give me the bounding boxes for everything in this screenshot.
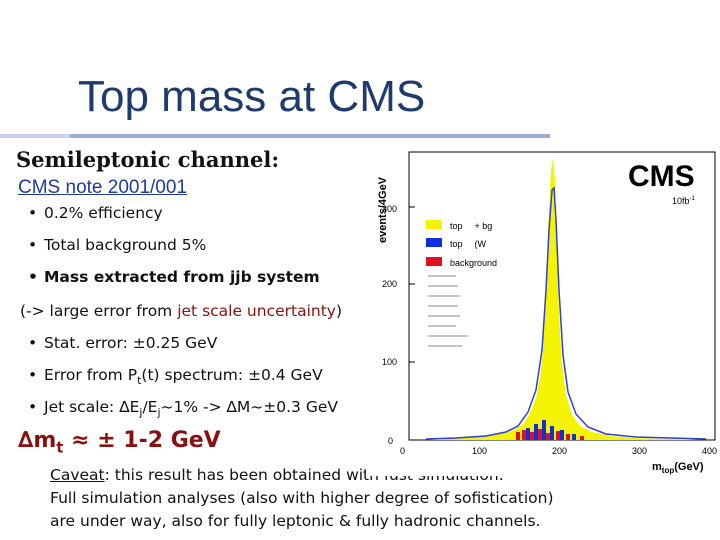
x-tick-100: 100 [472, 446, 487, 456]
legend-swatch-background [426, 257, 442, 266]
legend-swatch-signal-bg [426, 220, 442, 229]
caveat-line-2: Full simulation analyses (also with high… [50, 489, 554, 507]
bullet-pt-error: • Error from Pt(t) spectrum: ±0.4 GeV [28, 366, 323, 388]
title-rule [70, 134, 550, 138]
slide-title: Top mass at CMS [78, 72, 426, 121]
caveat-line-3: are under way, also for fully leptonic &… [50, 512, 541, 530]
bullet-efficiency: • 0.2% efficiency [28, 204, 163, 222]
wrong-combination-bars [526, 420, 576, 440]
fit-curve [425, 186, 707, 440]
bullet-mass-extraction: • Mass extracted from jjb system [28, 268, 320, 286]
y-tick-200: 200 [382, 279, 397, 289]
jet-scale-note: (-> large error from jet scale uncertain… [20, 302, 343, 320]
x-tick-200: 200 [552, 446, 567, 456]
background-bars [516, 429, 584, 440]
bullet-background: • Total background 5% [28, 236, 207, 254]
luminosity-label: 10fb-1 [672, 196, 696, 206]
y-tick-0: 0 [388, 436, 393, 446]
legend-swatch-wrong-comb [426, 238, 442, 247]
x-tick-0: 0 [400, 446, 405, 456]
bullet-jet-scale: • Jet scale: ∆Ej/Ej~1% -> ∆M~±0.3 GeV [28, 398, 338, 420]
y-tick-100: 100 [382, 357, 397, 367]
title-rule-left [0, 134, 72, 138]
cms-logo: CMS [628, 160, 695, 193]
section-heading: Semileptonic channel: [16, 147, 280, 172]
x-tick-300: 300 [632, 446, 647, 456]
y-axis-label: events/4GeV [377, 176, 389, 243]
x-axis-label: mtop(GeV) [652, 461, 704, 475]
top-mass-histogram: events/4GeV 0 100 200 300 0 100 200 300 … [366, 140, 720, 476]
legend-label-signal-bg: top + bg [450, 221, 492, 231]
bullet-stat-error: • Stat. error: ±0.25 GeV [28, 334, 218, 352]
x-tick-400: 400 [702, 446, 717, 456]
cms-note-link[interactable]: CMS note 2001/001 [18, 177, 188, 198]
background-process-list [428, 275, 468, 347]
legend-label-background: background [450, 258, 497, 268]
legend-label-wrong-comb: top (W [450, 239, 487, 249]
y-tick-300: 300 [382, 204, 397, 214]
result-delta-mt: ∆mt ≈ ± 1-2 GeV [18, 428, 221, 457]
